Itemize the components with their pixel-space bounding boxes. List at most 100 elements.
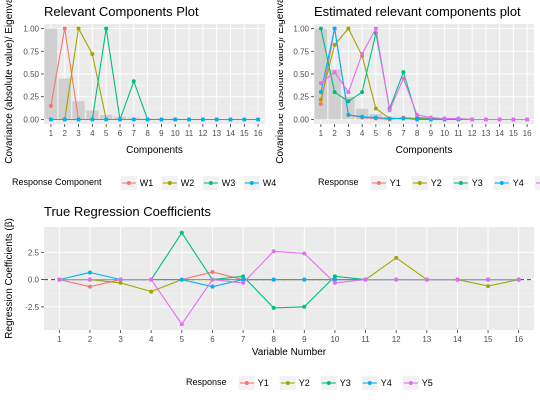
point-y5 bbox=[360, 52, 365, 56]
point-y5 bbox=[332, 70, 337, 75]
point-y5 bbox=[424, 277, 429, 282]
point-y5 bbox=[332, 280, 337, 285]
point-w1 bbox=[48, 103, 53, 108]
y-tick-label: -2.5 bbox=[25, 303, 39, 312]
x-tick-label: 8 bbox=[271, 335, 276, 344]
point-w3 bbox=[104, 26, 109, 31]
chart-2: 0.000.250.500.751.001 2 3 4 5 6 7 8 9 10 11 12 13 14 1… bbox=[275, 0, 540, 190]
point-y4 bbox=[241, 277, 246, 282]
point-y5 bbox=[387, 108, 392, 113]
x-tick-label: 16 bbox=[523, 129, 532, 138]
point-w4 bbox=[242, 117, 247, 122]
point-w4 bbox=[256, 117, 261, 122]
point-y3 bbox=[346, 99, 351, 104]
point-y4 bbox=[415, 117, 420, 122]
point-y2 bbox=[346, 26, 351, 31]
legend-key-point bbox=[208, 181, 213, 185]
legend-key-point bbox=[326, 381, 331, 385]
legend-key-point bbox=[408, 381, 413, 385]
x-tick-label: 7 bbox=[132, 129, 137, 138]
eigenvalue-bar bbox=[58, 78, 71, 120]
point-y3 bbox=[360, 90, 365, 95]
y-tick-label: 0.00 bbox=[293, 115, 309, 124]
x-tick-label: 12 bbox=[198, 129, 207, 138]
point-y5 bbox=[442, 116, 447, 121]
legend-label: Y5 bbox=[422, 378, 433, 388]
point-y2 bbox=[318, 97, 323, 102]
x-tick-label: 13 bbox=[212, 129, 221, 138]
x-tick-label: 11 bbox=[361, 335, 370, 344]
x-tick-label: 15 bbox=[509, 129, 518, 138]
x-tick-label: 12 bbox=[468, 129, 477, 138]
x-tick-label: 6 bbox=[387, 129, 392, 138]
point-y4 bbox=[373, 115, 378, 120]
x-tick-label: 9 bbox=[159, 129, 164, 138]
x-tick-label: 16 bbox=[514, 335, 523, 344]
legend-label: Y4 bbox=[381, 378, 392, 388]
point-y5 bbox=[179, 322, 184, 327]
eigenvalue-bar bbox=[86, 110, 99, 120]
point-y4 bbox=[332, 277, 337, 282]
point-w2 bbox=[90, 52, 95, 56]
legend-label: Y4 bbox=[513, 178, 524, 188]
point-y2 bbox=[118, 280, 123, 285]
x-tick-label: 3 bbox=[118, 335, 123, 344]
chart-1: 0.000.250.500.751.001 2 3 4 5 6 7 8 9 10 11 12 13 14 1… bbox=[4, 0, 276, 190]
legend-label: Y3 bbox=[340, 378, 351, 388]
point-w4 bbox=[104, 117, 109, 122]
legend-key-point bbox=[244, 381, 249, 385]
y-tick-label: 1.00 bbox=[293, 25, 309, 34]
point-y4 bbox=[302, 277, 307, 282]
point-y5 bbox=[470, 117, 475, 122]
point-y5 bbox=[87, 277, 92, 282]
panel-background bbox=[44, 227, 534, 330]
y-tick-label: 0.75 bbox=[293, 47, 309, 56]
y-tick-label: 0.0 bbox=[28, 276, 40, 285]
x-tick-label: 13 bbox=[422, 335, 431, 344]
legend-key-point bbox=[376, 181, 381, 185]
point-y5 bbox=[394, 277, 399, 282]
point-y5 bbox=[516, 277, 521, 282]
point-w4 bbox=[145, 117, 150, 122]
legend-key-point bbox=[417, 181, 422, 185]
chart-title: Relevant Components Plot bbox=[44, 4, 199, 19]
point-y5 bbox=[455, 277, 460, 282]
point-y4 bbox=[210, 284, 215, 289]
x-axis-label: Variable Number bbox=[252, 347, 327, 358]
point-y4 bbox=[360, 114, 365, 119]
x-tick-label: 2 bbox=[332, 129, 337, 138]
x-tick-label: 5 bbox=[104, 129, 109, 138]
middle-clip-mask bbox=[275, 20, 279, 130]
x-tick-label: 8 bbox=[145, 129, 150, 138]
legend-key-point bbox=[126, 181, 131, 185]
x-tick-label: 10 bbox=[330, 335, 339, 344]
y-axis-label: Covariance (absolute value)/ Eigenvalue bbox=[4, 0, 15, 164]
legend-key-point bbox=[249, 181, 254, 185]
y-axis-label: Regression Coefficients (β) bbox=[4, 218, 15, 339]
point-y3 bbox=[241, 274, 246, 279]
x-tick-label: 14 bbox=[226, 129, 235, 138]
point-y5 bbox=[210, 277, 215, 282]
x-tick-label: 7 bbox=[401, 129, 406, 138]
point-y4 bbox=[332, 26, 337, 31]
point-w4 bbox=[159, 117, 164, 122]
legend-label: W3 bbox=[222, 178, 236, 188]
eigenvalue-bar bbox=[72, 101, 85, 120]
x-tick-label: 16 bbox=[254, 129, 263, 138]
x-tick-label: 1 bbox=[319, 129, 324, 138]
point-y5 bbox=[363, 277, 368, 282]
x-tick-label: 11 bbox=[454, 129, 463, 138]
point-w4 bbox=[173, 117, 178, 122]
y-axis-label: Covariance (absolute value)/ Eigenvalue bbox=[275, 0, 286, 164]
legend-label: W1 bbox=[140, 178, 154, 188]
y-tick-label: 1.00 bbox=[23, 25, 39, 34]
series-line-y5 bbox=[59, 250, 519, 326]
x-tick-label: 11 bbox=[185, 129, 194, 138]
point-y4 bbox=[346, 112, 351, 117]
point-y5 bbox=[118, 277, 123, 282]
x-tick-label: 13 bbox=[481, 129, 490, 138]
x-tick-label: 4 bbox=[360, 129, 365, 138]
point-y5 bbox=[497, 117, 502, 122]
x-axis-label: Components bbox=[126, 145, 183, 156]
